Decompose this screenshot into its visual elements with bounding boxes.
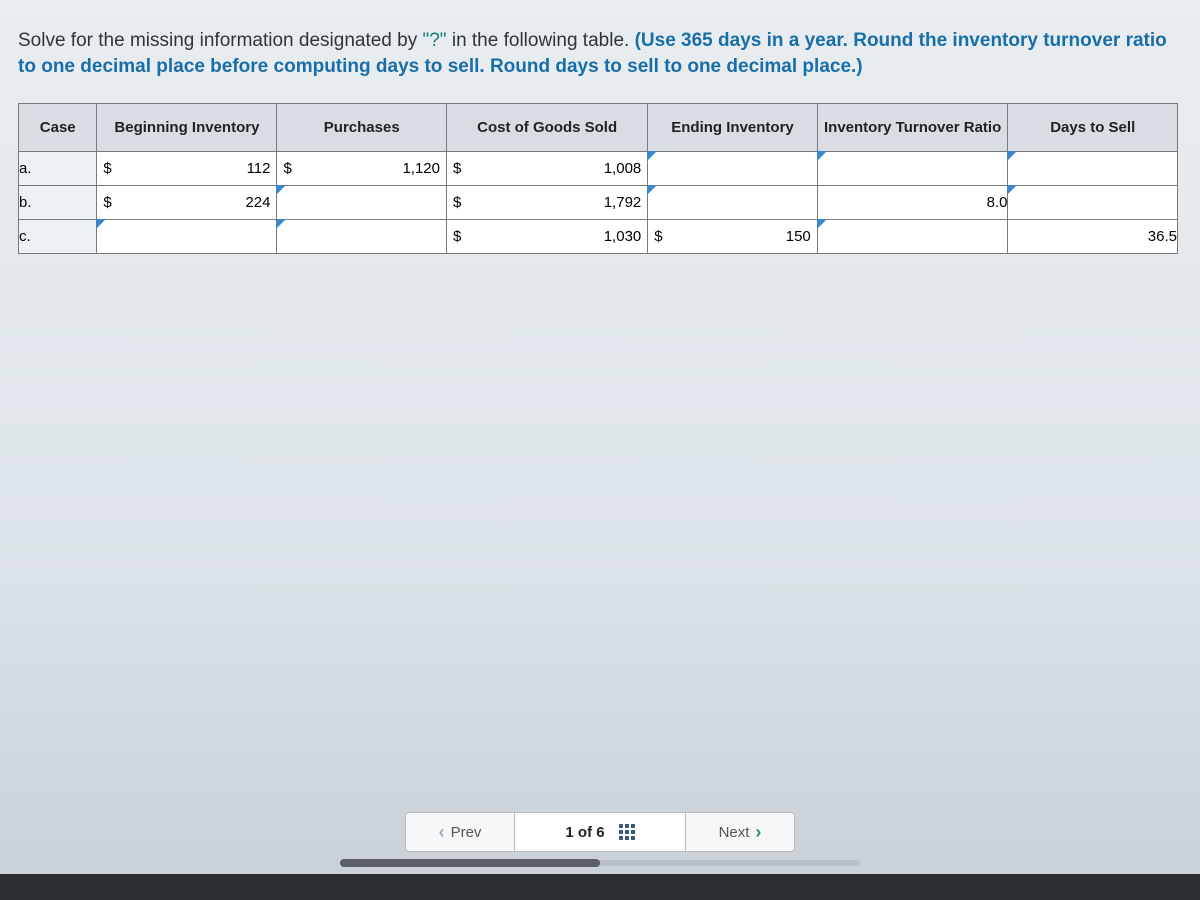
turnover-value: 8.0 (987, 194, 1008, 211)
currency-symbol: $ (447, 160, 471, 177)
purchases-value: 1,120 (402, 160, 440, 177)
days-value: 36.5 (1148, 228, 1177, 245)
turnover-cell[interactable] (817, 152, 1008, 186)
purchases-cell[interactable]: $ 1,120 (277, 152, 447, 186)
cogs-value: 1,030 (604, 228, 642, 245)
instructions-mid: in the following table. (447, 30, 635, 51)
cogs-value: 1,792 (604, 194, 642, 211)
page-indicator[interactable]: 1 of 6 (515, 812, 685, 852)
table-header-row: Case Beginning Inventory Purchases Cost … (19, 104, 1178, 152)
next-button[interactable]: Next › (685, 812, 795, 852)
header-case: Case (19, 104, 97, 152)
purchases-cell[interactable] (277, 220, 447, 254)
beginning-value: 224 (245, 194, 270, 211)
case-label: c. (19, 220, 97, 254)
cogs-cell[interactable]: $ 1,008 (446, 152, 647, 186)
purchases-cell[interactable] (277, 186, 447, 220)
ending-cell[interactable]: $ 150 (648, 220, 818, 254)
pagination-bar: ‹ Prev 1 of 6 Next › (0, 812, 1200, 852)
beginning-value: 112 (247, 160, 271, 177)
currency-symbol: $ (648, 228, 672, 245)
header-days: Days to Sell (1008, 104, 1178, 152)
cogs-value: 1,008 (604, 160, 642, 177)
chevron-right-icon: › (755, 822, 761, 843)
chevron-left-icon: ‹ (439, 822, 445, 843)
instructions-pre: Solve for the missing information design… (18, 30, 423, 51)
horizontal-scrollbar[interactable] (340, 860, 860, 866)
days-cell[interactable] (1008, 152, 1178, 186)
currency-symbol: $ (447, 194, 471, 211)
page: Solve for the missing information design… (0, 0, 1200, 900)
days-cell[interactable]: 36.5 (1008, 220, 1178, 254)
scrollbar-thumb[interactable] (340, 859, 600, 867)
instructions-quote: "?" (423, 30, 447, 51)
currency-symbol: $ (97, 160, 121, 177)
case-label: a. (19, 152, 97, 186)
currency-symbol: $ (277, 160, 301, 177)
turnover-cell[interactable]: 8.0 (817, 186, 1008, 220)
beginning-cell[interactable]: $ 112 (97, 152, 277, 186)
next-label: Next (719, 824, 750, 841)
table-row: b. $ 224 $ 1,792 8.0 (19, 186, 1178, 220)
currency-symbol: $ (97, 194, 121, 211)
cogs-cell[interactable]: $ 1,030 (446, 220, 647, 254)
header-purchases: Purchases (277, 104, 447, 152)
header-beginning: Beginning Inventory (97, 104, 277, 152)
beginning-cell[interactable] (97, 220, 277, 254)
instructions-text: Solve for the missing information design… (18, 28, 1182, 79)
header-turnover: Inventory Turnover Ratio (817, 104, 1008, 152)
ending-cell[interactable] (648, 152, 818, 186)
page-position: 1 of 6 (565, 824, 604, 841)
table-row: a. $ 112 $ 1,120 $ 1,008 (19, 152, 1178, 186)
grid-icon (619, 824, 635, 840)
inventory-table: Case Beginning Inventory Purchases Cost … (18, 103, 1178, 254)
prev-button[interactable]: ‹ Prev (405, 812, 515, 852)
turnover-cell[interactable] (817, 220, 1008, 254)
table-row: c. $ 1,030 $ 150 36.5 (19, 220, 1178, 254)
ending-value: 150 (786, 228, 811, 245)
ending-cell[interactable] (648, 186, 818, 220)
header-cogs: Cost of Goods Sold (446, 104, 647, 152)
days-cell[interactable] (1008, 186, 1178, 220)
case-label: b. (19, 186, 97, 220)
bottom-strip (0, 874, 1200, 900)
currency-symbol: $ (447, 228, 471, 245)
cogs-cell[interactable]: $ 1,792 (446, 186, 647, 220)
header-ending: Ending Inventory (648, 104, 818, 152)
beginning-cell[interactable]: $ 224 (97, 186, 277, 220)
prev-label: Prev (451, 824, 482, 841)
